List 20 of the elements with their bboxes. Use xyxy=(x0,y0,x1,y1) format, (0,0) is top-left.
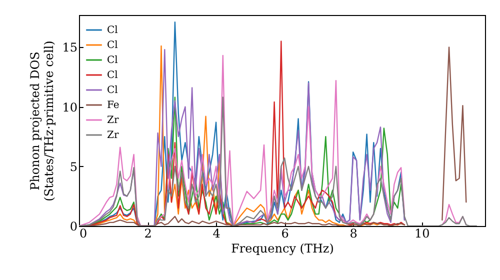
legend-label: Cl xyxy=(107,25,118,36)
legend-label: Cl xyxy=(107,40,118,51)
x-tick-label: 8 xyxy=(350,226,358,240)
x-tick-label: 4 xyxy=(212,226,221,240)
legend-label: Fe xyxy=(107,100,120,111)
x-tick-label: 0 xyxy=(80,226,88,240)
y-tick-label: 10 xyxy=(62,100,78,114)
x-tick-label: 2 xyxy=(144,226,152,240)
y-axis-title: Phonon projected DOS (States/THz·primitive cell) xyxy=(28,40,56,202)
legend-label: Zr xyxy=(107,115,119,126)
x-axis-title: Frequency (THz) xyxy=(231,242,334,256)
x-tick-label: 10 xyxy=(414,226,430,240)
line-series xyxy=(79,96,478,226)
legend-label: Zr xyxy=(107,130,119,141)
y-tick-label: 5 xyxy=(70,160,78,174)
y-tick-label: 15 xyxy=(62,40,78,55)
legend-label: Cl xyxy=(107,55,118,66)
legend-label: Cl xyxy=(107,85,118,96)
x-tick-label: 6 xyxy=(281,226,289,240)
legend-label: Cl xyxy=(107,70,118,81)
